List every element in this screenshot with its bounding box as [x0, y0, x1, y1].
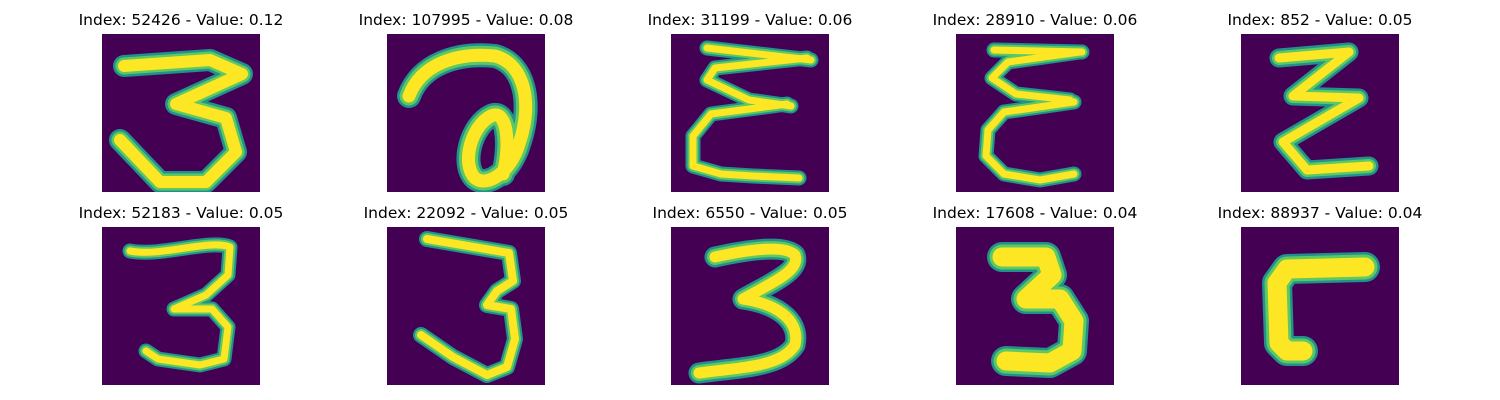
digit-image — [102, 34, 260, 192]
panel-title: Index: 852 - Value: 0.05 — [1227, 11, 1413, 29]
digit-image — [387, 227, 545, 385]
panel-title: Index: 28910 - Value: 0.06 — [932, 11, 1138, 29]
panel-6: Index: 52183 - Value: 0.05 — [79, 204, 283, 394]
panel-1: Index: 52426 - Value: 0.12 — [79, 11, 283, 201]
panel-4: Index: 28910 - Value: 0.06 — [933, 11, 1137, 201]
panel-title: Index: 52426 - Value: 0.12 — [78, 11, 284, 29]
panel-title: Index: 22092 - Value: 0.05 — [363, 204, 569, 222]
digit-image — [956, 227, 1114, 385]
digit-image — [387, 34, 545, 192]
panel-10: Index: 88937 - Value: 0.04 — [1218, 204, 1422, 394]
panel-title: Index: 52183 - Value: 0.05 — [78, 204, 284, 222]
panel-7: Index: 22092 - Value: 0.05 — [364, 204, 568, 394]
panel-title: Index: 17608 - Value: 0.04 — [932, 204, 1138, 222]
digit-image — [671, 34, 829, 192]
panel-title: Index: 107995 - Value: 0.08 — [358, 11, 574, 29]
panel-2: Index: 107995 - Value: 0.08 — [359, 11, 573, 201]
digit-image — [1241, 227, 1399, 385]
digit-image — [102, 227, 260, 385]
panel-3: Index: 31199 - Value: 0.06 — [648, 11, 852, 201]
digit-image — [1241, 34, 1399, 192]
panel-8: Index: 6550 - Value: 0.05 — [653, 204, 847, 394]
panel-title: Index: 6550 - Value: 0.05 — [652, 204, 848, 222]
panel-title: Index: 31199 - Value: 0.06 — [647, 11, 853, 29]
panel-5: Index: 852 - Value: 0.05 — [1227, 11, 1413, 201]
panel-9: Index: 17608 - Value: 0.04 — [933, 204, 1137, 394]
panel-title: Index: 88937 - Value: 0.04 — [1217, 204, 1423, 222]
digit-image — [956, 34, 1114, 192]
digit-stroke-core — [114, 54, 248, 188]
digit-image — [671, 227, 829, 385]
